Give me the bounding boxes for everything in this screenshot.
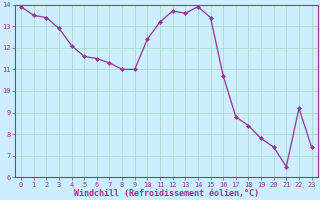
X-axis label: Windchill (Refroidissement éolien,°C): Windchill (Refroidissement éolien,°C) xyxy=(74,189,259,198)
